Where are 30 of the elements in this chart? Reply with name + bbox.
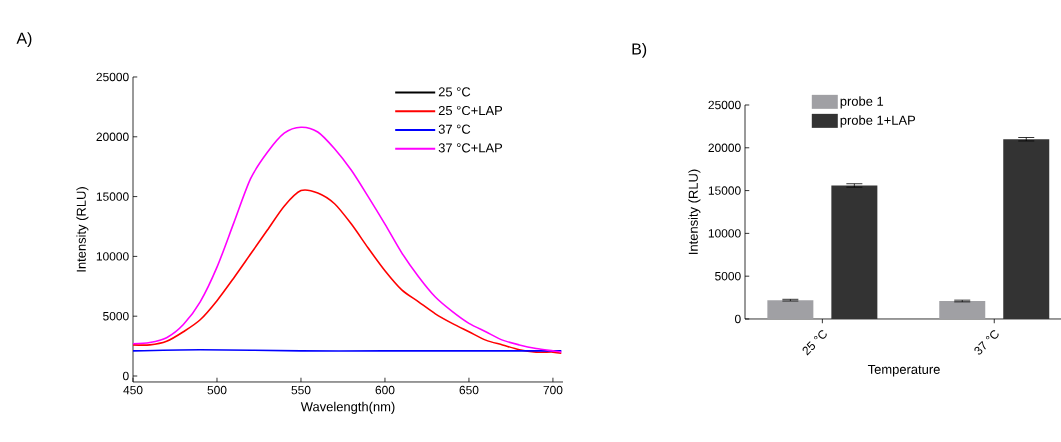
y-tick-label: 0 (122, 371, 129, 381)
y-tick-label: 25000 (708, 100, 741, 110)
legend-label: 37 °C+LAP (438, 143, 503, 153)
y-tick-label: 25000 (96, 72, 129, 82)
legend-label: 25 °C (438, 87, 471, 97)
x-tick-label: 600 (375, 385, 395, 395)
y-tick-label: 15000 (96, 192, 129, 201)
y-tick-label: 20000 (96, 132, 129, 142)
y-tick-label: 10000 (708, 229, 741, 238)
y-axis-title: Intensity (RLU) (76, 187, 89, 272)
legend-label: probe 1 (840, 96, 884, 109)
x-tick-label: 450 (123, 385, 143, 395)
y-tick-label: 5000 (103, 311, 129, 321)
chart-title: B) (632, 42, 647, 58)
y-tick-label: 20000 (708, 143, 741, 153)
legend-label: 25 °C+LAP (438, 105, 503, 116)
chart-title: A) (16, 32, 32, 48)
y-tick-label: 10000 (96, 252, 129, 261)
y-tick-label: 5000 (715, 271, 741, 281)
x-tick-label: 700 (543, 385, 563, 395)
y-axis-title: Intensity (RLU) (688, 169, 701, 254)
x-tick-label: 550 (291, 385, 311, 395)
legend-label: 37 °C (438, 124, 471, 134)
x-tick-label: 650 (459, 385, 479, 395)
y-tick-label: 15000 (708, 186, 741, 195)
x-axis-title: Temperature (867, 364, 940, 377)
x-tick-label: 500 (207, 385, 227, 395)
x-axis-title: Wavelength(nm) (300, 401, 395, 414)
y-tick-label: 0 (734, 314, 741, 324)
legend-label: probe 1+LAP (840, 115, 916, 128)
